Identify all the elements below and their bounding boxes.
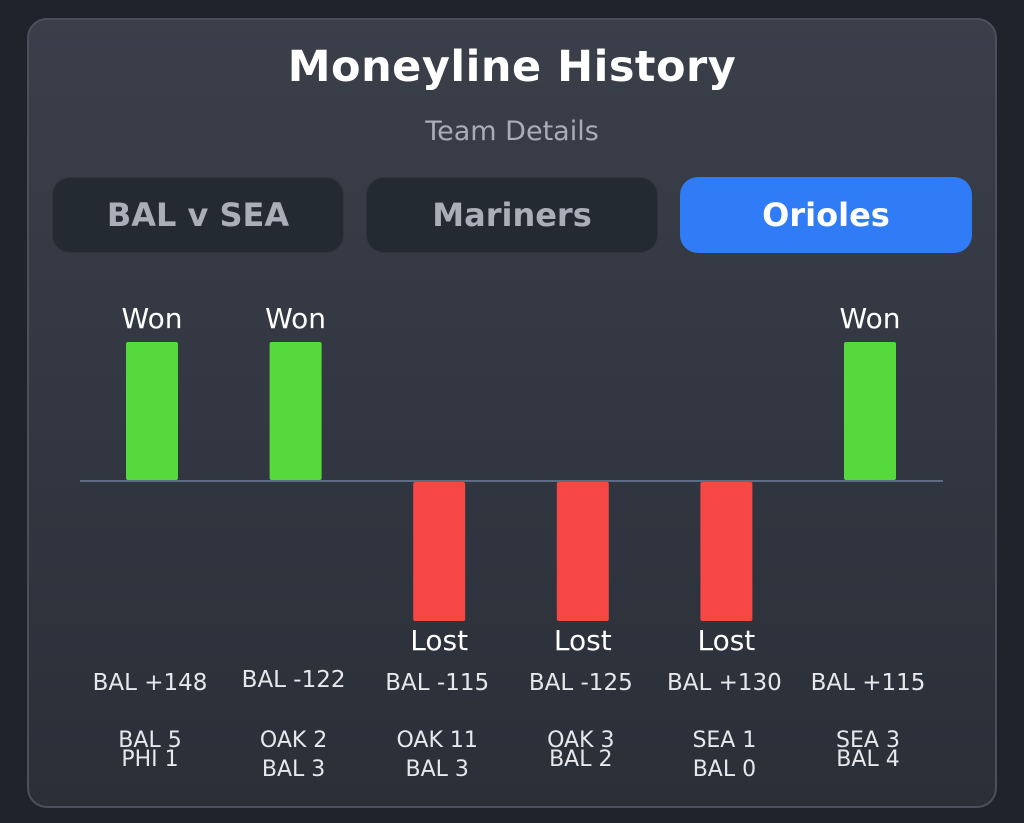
chart-bar xyxy=(844,342,896,480)
score-line-1: OAK 3 xyxy=(547,728,614,753)
score-line-1: BAL 5 xyxy=(118,728,181,753)
odds-label: BAL -122 xyxy=(242,667,346,693)
tab-bal-v-sea[interactable]: BAL v SEA xyxy=(52,177,344,253)
chart-bar xyxy=(700,482,753,621)
bar-result-label: Lost xyxy=(410,624,468,657)
chart-bar xyxy=(269,342,322,480)
bar-result-label: Lost xyxy=(554,624,612,657)
score-line-1: SEA 1 xyxy=(692,728,756,753)
bar-result-label: Won xyxy=(265,302,326,335)
odds-label: BAL -125 xyxy=(529,670,633,696)
chart-bar xyxy=(126,342,178,480)
page-title: Moneyline History xyxy=(287,42,737,92)
score-line-1: OAK 2 xyxy=(260,728,327,753)
chart-bar xyxy=(556,482,609,621)
tab-mariners[interactable]: Mariners xyxy=(366,177,658,253)
odds-label: BAL +130 xyxy=(667,670,782,696)
chart-bar xyxy=(413,482,466,621)
moneyline-card xyxy=(27,18,997,808)
score-line-2: BAL 4 xyxy=(836,747,899,772)
bar-result-label: Won xyxy=(840,302,901,335)
odds-label: BAL +115 xyxy=(811,670,926,696)
page-subtitle: Team Details xyxy=(425,116,599,147)
tab-orioles[interactable]: Orioles xyxy=(680,177,972,253)
score-line-2: BAL 0 xyxy=(693,757,756,782)
odds-label: BAL +148 xyxy=(93,670,208,696)
score-line-1: OAK 11 xyxy=(396,728,477,753)
odds-label: BAL -115 xyxy=(385,670,489,696)
score-line-1: SEA 3 xyxy=(836,728,900,753)
bar-result-label: Lost xyxy=(697,624,755,657)
score-line-2: BAL 3 xyxy=(406,757,469,782)
bar-result-label: Won xyxy=(122,302,183,335)
score-line-2: BAL 3 xyxy=(262,757,325,782)
score-line-2: BAL 2 xyxy=(549,747,612,772)
score-line-2: PHI 1 xyxy=(121,747,178,772)
